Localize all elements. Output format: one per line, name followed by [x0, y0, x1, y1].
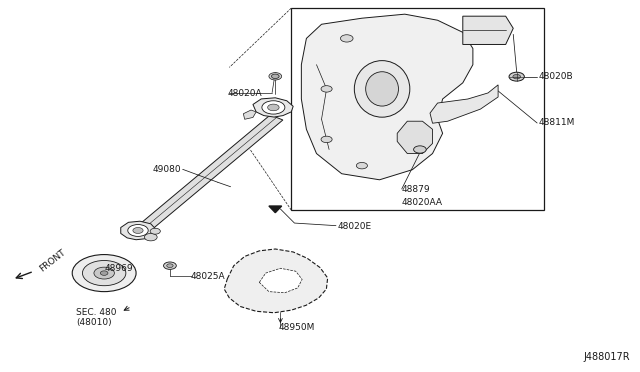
Circle shape	[340, 35, 353, 42]
Circle shape	[513, 74, 520, 79]
Text: FRONT: FRONT	[38, 248, 67, 274]
Text: J488017R: J488017R	[583, 352, 630, 362]
Circle shape	[145, 234, 157, 241]
Text: 48950M: 48950M	[278, 323, 315, 332]
Bar	[291, 8, 543, 210]
Circle shape	[321, 86, 332, 92]
Circle shape	[94, 267, 115, 279]
Ellipse shape	[355, 61, 410, 117]
Circle shape	[83, 260, 126, 286]
Circle shape	[167, 264, 173, 267]
Text: 48025A: 48025A	[191, 272, 226, 281]
Polygon shape	[121, 221, 156, 240]
Circle shape	[150, 228, 161, 234]
Text: 49080: 49080	[153, 165, 181, 174]
Text: 48020B: 48020B	[539, 72, 573, 81]
Text: 48879: 48879	[402, 185, 430, 194]
Text: 48020A: 48020A	[227, 89, 262, 98]
Text: 48811M: 48811M	[539, 119, 575, 128]
Polygon shape	[269, 206, 282, 213]
Circle shape	[271, 74, 279, 78]
Ellipse shape	[365, 72, 399, 106]
Polygon shape	[430, 85, 498, 123]
Polygon shape	[397, 121, 433, 154]
Circle shape	[413, 146, 426, 153]
Polygon shape	[224, 249, 328, 313]
Text: 48969: 48969	[105, 264, 133, 273]
Polygon shape	[243, 110, 256, 119]
Circle shape	[509, 72, 524, 81]
Circle shape	[128, 225, 148, 236]
Circle shape	[164, 262, 176, 269]
Circle shape	[321, 136, 332, 142]
Circle shape	[100, 271, 108, 275]
Polygon shape	[253, 98, 293, 117]
Text: SEC. 480
(48010): SEC. 480 (48010)	[76, 308, 116, 327]
Circle shape	[262, 101, 285, 114]
Circle shape	[268, 104, 279, 111]
Text: 48020E: 48020E	[338, 222, 372, 231]
Polygon shape	[259, 268, 302, 293]
Polygon shape	[129, 115, 283, 238]
Polygon shape	[463, 16, 513, 45]
Circle shape	[356, 163, 367, 169]
Polygon shape	[301, 14, 473, 180]
Circle shape	[72, 254, 136, 292]
Text: 48020AA: 48020AA	[402, 198, 443, 207]
Circle shape	[133, 228, 143, 234]
Circle shape	[269, 73, 282, 80]
